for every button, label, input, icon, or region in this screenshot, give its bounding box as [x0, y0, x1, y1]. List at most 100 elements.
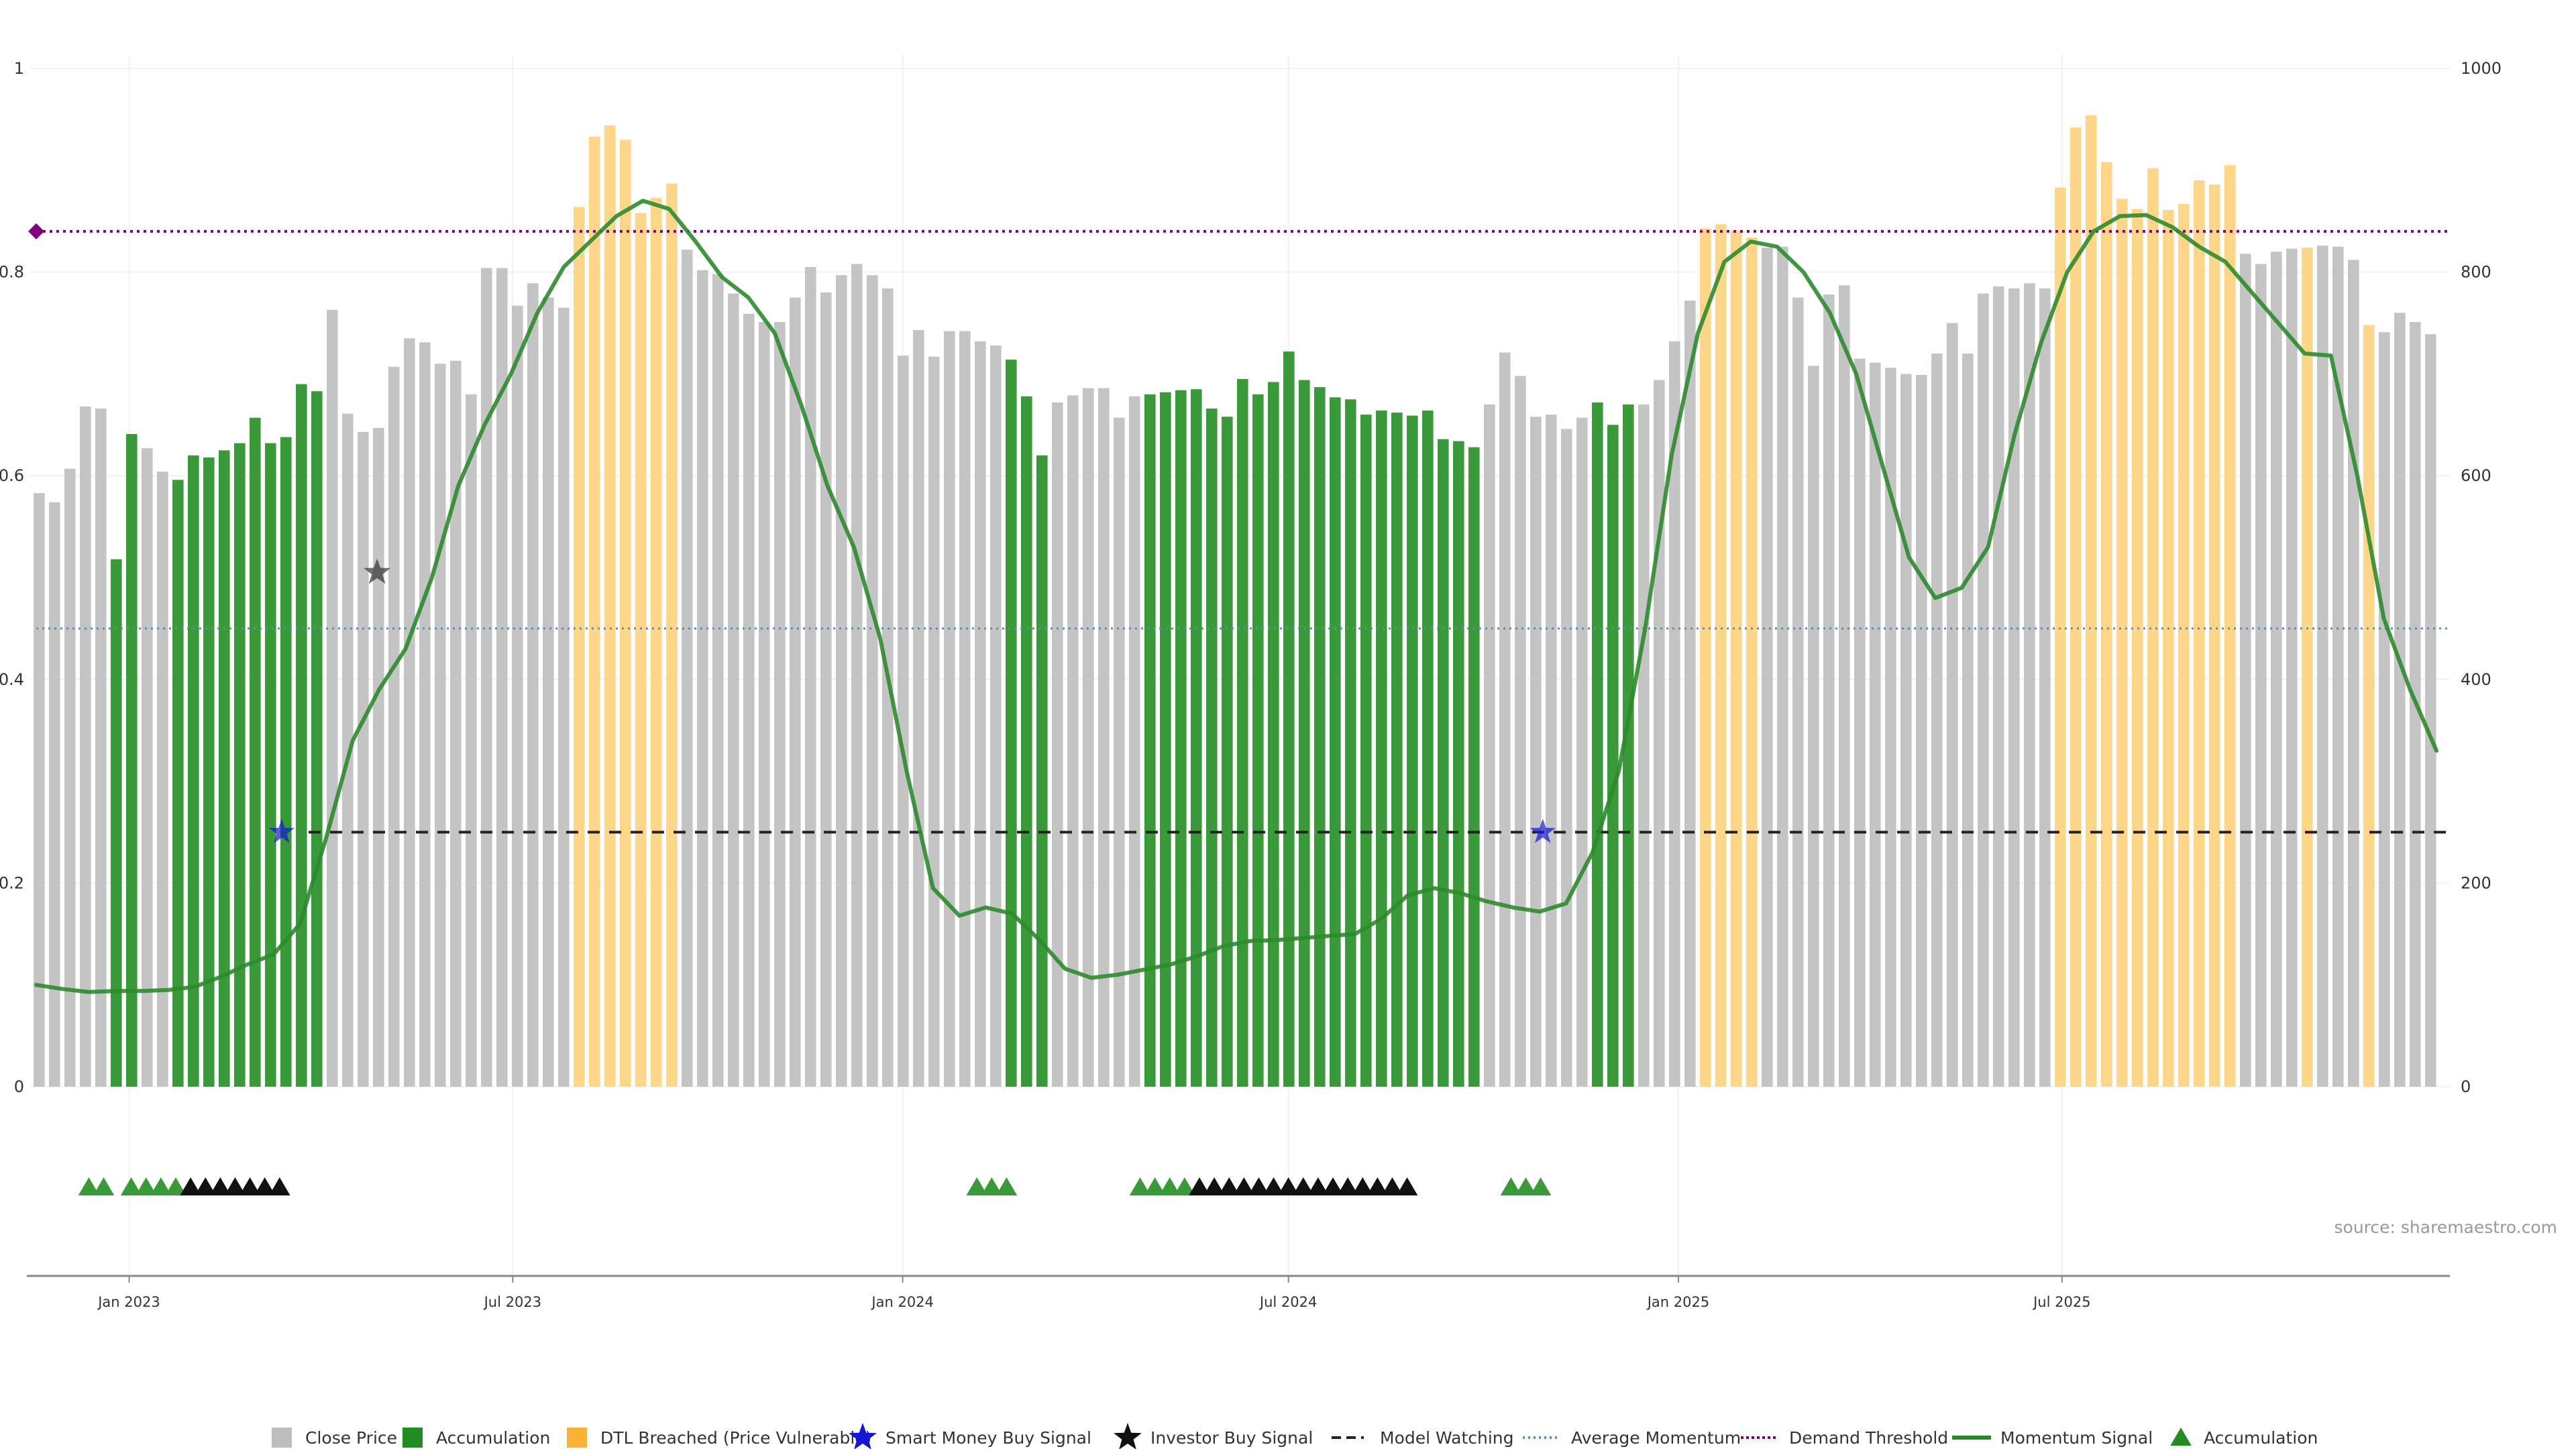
source-note: source: sharemaestro.com — [2334, 1218, 2558, 1237]
legend-item-acc: Accumulation — [402, 1428, 550, 1448]
price-bar — [944, 331, 955, 1087]
legend-item-demand: Demand Threshold — [1741, 1428, 1948, 1448]
watch-triangle-icon — [209, 1177, 231, 1195]
price-bar — [250, 417, 261, 1087]
price-bar — [759, 322, 770, 1087]
price-bar — [1870, 362, 1881, 1087]
price-bar — [543, 297, 554, 1087]
price-bar — [2086, 115, 2097, 1087]
price-bar — [1283, 352, 1295, 1087]
legend-label: Investor Buy Signal — [1150, 1428, 1313, 1448]
accumulation-triangle-icon — [78, 1177, 100, 1195]
price-bar — [990, 345, 1002, 1087]
price-bar — [743, 313, 755, 1087]
price-bar — [1623, 404, 1634, 1087]
price-bar — [327, 309, 338, 1087]
price-bar — [1391, 413, 1403, 1087]
price-bar — [1684, 301, 1696, 1087]
price-bar — [975, 341, 986, 1087]
price-bar — [512, 305, 523, 1087]
price-bar — [1453, 441, 1464, 1087]
legend-label: Average Momentum — [1571, 1428, 1741, 1448]
watch-triangle-icon — [1381, 1177, 1403, 1195]
watch-triangle-icon — [1218, 1177, 1240, 1195]
accumulation-triangle-icon — [1529, 1177, 1552, 1195]
accumulation-triangle-icon — [966, 1177, 987, 1195]
smart-money-star-icon — [268, 818, 294, 843]
accumulation-triangle-row — [78, 1177, 1552, 1195]
price-bar — [1129, 396, 1140, 1087]
price-bar — [1515, 376, 1526, 1087]
x-axis-tick-label: Jan 2024 — [870, 1294, 934, 1310]
price-bar — [466, 394, 477, 1087]
price-bar — [928, 356, 940, 1087]
price-bar — [882, 288, 894, 1087]
left-axis-tick-label: 0.8 — [0, 263, 24, 282]
price-bar — [1083, 388, 1094, 1087]
price-bar — [1823, 294, 1835, 1087]
legend-item-investor: Investor Buy Signal — [1114, 1423, 1313, 1449]
price-bar — [1499, 352, 1511, 1087]
price-bar — [1854, 358, 1866, 1087]
price-bar — [1160, 392, 1171, 1087]
legend-label: Close Price — [305, 1428, 397, 1448]
price-bar — [1268, 382, 1279, 1087]
price-bar — [2302, 248, 2313, 1087]
price-bar — [358, 431, 369, 1087]
x-axis: Jan 2023 Jul 2023 Jan 2024 Jul 2024 Jan 2025… — [27, 1275, 2450, 1310]
legend-label: Accumulation — [2204, 1428, 2318, 1448]
accumulation-triangle-icon — [150, 1177, 172, 1195]
close-price-bars — [34, 115, 2436, 1087]
accumulation-triangle-icon — [1515, 1177, 1537, 1195]
watch-triangle-icon — [180, 1177, 201, 1195]
price-bar — [1407, 415, 1418, 1087]
price-bar — [435, 364, 446, 1087]
x-axis-tick-label: Jan 2023 — [97, 1294, 160, 1310]
accumulation-triangle-icon — [1159, 1177, 1181, 1195]
investor-buy-star-icon — [364, 558, 391, 584]
watch-triangle-icon — [269, 1177, 290, 1195]
price-bar — [1669, 341, 1680, 1087]
price-bar — [1654, 380, 1665, 1087]
price-bar — [1175, 390, 1187, 1087]
price-bar — [651, 197, 662, 1087]
left-axis-tick-label: 0.2 — [0, 873, 24, 892]
accumulation-triangle-icon — [165, 1177, 186, 1195]
price-bar — [1006, 360, 1017, 1087]
price-bar — [1330, 397, 1341, 1087]
price-bar — [712, 274, 724, 1087]
price-bar — [172, 480, 184, 1087]
price-bar — [2240, 254, 2251, 1087]
right-axis-tick-label: 200 — [2461, 873, 2491, 892]
price-bar — [2101, 162, 2112, 1087]
price-bar — [1098, 388, 1110, 1087]
price-bar — [2286, 248, 2298, 1087]
legend-item-dtl: DTL Breached (Price Vulnerable) — [567, 1428, 871, 1448]
price-bar — [1839, 285, 1850, 1087]
price-bar — [1792, 297, 1804, 1087]
watch-triangle-icon — [195, 1177, 216, 1195]
legend-item-avg: Average Momentum — [1523, 1428, 1741, 1448]
legend-item-smart: Smart Money Buy Signal — [849, 1423, 1091, 1449]
legend-item-watch: Model Watching — [1332, 1428, 1514, 1448]
x-axis-tick-label: Jul 2025 — [2032, 1294, 2090, 1310]
price-bar — [2425, 334, 2436, 1087]
price-bar — [1962, 354, 1974, 1087]
price-bar — [666, 183, 678, 1087]
price-bar — [49, 502, 60, 1087]
price-bar — [450, 360, 462, 1087]
price-bar — [1422, 411, 1434, 1087]
price-bar — [913, 330, 924, 1087]
price-bar — [1715, 224, 1727, 1087]
watch-triangle-icon — [1322, 1177, 1344, 1195]
price-bar — [2163, 210, 2174, 1087]
watch-triangle-icon — [1293, 1177, 1314, 1195]
x-axis-tick-label: Jan 2025 — [1646, 1294, 1710, 1310]
price-bar — [574, 207, 585, 1087]
price-bar — [1345, 399, 1356, 1087]
price-bar — [373, 427, 384, 1087]
price-bar — [604, 125, 616, 1087]
price-bar — [157, 472, 168, 1087]
price-bar — [1561, 429, 1572, 1087]
price-bar — [2271, 252, 2282, 1087]
